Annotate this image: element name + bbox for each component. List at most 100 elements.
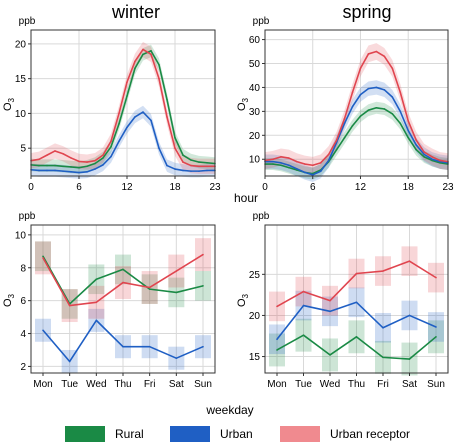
winter-diurnal-rural-point: [206, 161, 208, 164]
winter-weekly-ytick-label: 6: [20, 296, 26, 307]
spring-diurnal-ytick-label: 20: [249, 131, 261, 142]
winter-diurnal-rural-point: [174, 136, 176, 139]
winter-diurnal-urban_receptor-point: [174, 147, 176, 149]
spring-diurnal-xtick-label: 23: [442, 182, 454, 193]
winter-weekly-urban-point: [122, 345, 124, 348]
spring-weekly-urban-point: [435, 326, 437, 328]
winter-diurnal-urban_receptor-point: [38, 158, 40, 161]
winter-weekly-urban_receptor-point: [68, 304, 71, 307]
spring-diurnal-urban-point: [351, 105, 354, 108]
winter-diurnal-urban-point: [94, 168, 96, 170]
winter-diurnal-urban-point: [142, 111, 144, 113]
winter-diurnal-urban-point: [182, 169, 184, 172]
spring-diurnal-rural-point: [343, 136, 346, 139]
spring-diurnal-urban-point: [280, 162, 282, 164]
winter-diurnal-rural-point: [70, 166, 72, 168]
spring-diurnal-urban_receptor-point: [303, 163, 306, 165]
winter-weekly-ytick-label: 4: [20, 329, 26, 340]
spring-diurnal-rural-line: [265, 106, 449, 175]
winter-weekly-unit-label: ppb: [19, 211, 36, 222]
spring-diurnal-xtick-label: 12: [355, 182, 367, 193]
spring-diurnal-rural-point: [351, 124, 354, 127]
winter-diurnal-rural-point: [86, 165, 88, 168]
winter-diurnal-urban-point: [206, 169, 208, 172]
spring-weekly-rural-point: [408, 358, 411, 360]
winter-weekly-xtick-label: Sat: [169, 379, 184, 390]
winter-diurnal-rural-point: [142, 53, 144, 56]
spring-diurnal-urban-point: [399, 110, 402, 113]
winter-weekly-rural-point: [202, 285, 204, 287]
spring-diurnal-urban_receptor-point: [407, 120, 410, 122]
spring-diurnal-xtick-label: 18: [403, 182, 415, 193]
spring-diurnal-urban-point: [343, 122, 346, 125]
spring-diurnal-rural-point: [375, 106, 378, 109]
winter-diurnal-rural-point: [78, 166, 80, 169]
winter-diurnal-urban_receptor-point: [94, 159, 96, 162]
legend-label-urban: Urban: [220, 427, 253, 441]
spring-weekly-urban-point: [329, 310, 331, 313]
winter-diurnal-urban-point: [126, 126, 128, 129]
spring-diurnal-rural-point: [407, 136, 410, 139]
spring-diurnal-urban-point: [431, 158, 433, 161]
spring-diurnal-urban-point: [296, 168, 298, 170]
spring-weekly-xtick-label: Wed: [320, 379, 340, 390]
winter-diurnal-rural-point: [38, 164, 40, 167]
spring-diurnal-rural-point: [383, 108, 386, 110]
winter-weekly-xtick-label: Fri: [144, 379, 156, 390]
spring-diurnal-urban_receptor-band: [265, 43, 448, 174]
winter-diurnal-urban_receptor-point: [62, 152, 64, 155]
spring-diurnal-urban_receptor-point: [359, 67, 362, 70]
winter-weekly-rural-point: [148, 288, 151, 290]
spring-weekly-ytick-label: 15: [249, 352, 261, 363]
winter-diurnal-xtick-label: 18: [169, 182, 181, 193]
hour-axis-label: hour: [234, 191, 258, 205]
winter-diurnal-unit-label: ppb: [19, 16, 36, 27]
spring-diurnal-urban-point: [391, 96, 394, 98]
winter-weekly-urban-point: [95, 319, 98, 322]
spring-weekly-xtick-label: Sun: [427, 379, 445, 390]
winter-diurnal-ylabel: O3: [2, 97, 16, 111]
spring-weekly-urban-point: [302, 304, 305, 307]
spring-diurnal-ytick-label: 60: [249, 35, 261, 46]
spring-diurnal-ytick-label: 30: [249, 107, 261, 118]
spring-diurnal-urban-point: [383, 89, 386, 91]
winter-diurnal-rural-point: [54, 164, 56, 167]
winter-diurnal-urban_receptor-point: [54, 150, 56, 152]
winter-diurnal-xtick-label: 12: [121, 182, 133, 193]
spring-diurnal-urban_receptor-point: [439, 159, 441, 162]
winter-weekly-ytick-label: 10: [15, 230, 27, 241]
spring-diurnal-rural-point: [272, 163, 274, 165]
spring-weekly-ytick-label: 20: [249, 311, 261, 322]
spring-diurnal-ytick-label: 10: [249, 155, 261, 166]
winter-diurnal-urban-point: [62, 170, 64, 172]
winter-weekly-urban_receptor-point: [148, 286, 151, 289]
winter-diurnal-urban-point: [166, 164, 168, 167]
spring-diurnal-rural-band: [265, 101, 448, 180]
spring-diurnal-urban-point: [327, 159, 330, 162]
spring-diurnal-xtick-label: 6: [310, 182, 316, 193]
legend-item-urban-receptor: Urban receptor: [280, 426, 410, 442]
spring-diurnal-urban-point: [319, 170, 322, 173]
winter-diurnal-rural-point: [126, 95, 128, 97]
spring-diurnal-urban_receptor-point: [280, 156, 282, 158]
winter-diurnal-urban-point: [78, 171, 80, 174]
spring-weekly-rural-point: [435, 336, 437, 338]
winter-diurnal-rural-point: [150, 50, 152, 52]
spring-diurnal-ytick-label: 50: [249, 59, 261, 70]
spring-diurnal-rural-point: [423, 156, 425, 158]
spring-diurnal-urban_receptor-point: [351, 91, 354, 94]
spring-diurnal-frame: [264, 29, 449, 177]
winter-diurnal-urban-line: [30, 111, 215, 174]
winter-diurnal-urban_receptor-point: [46, 154, 48, 156]
spring-diurnal-rural-point: [391, 112, 394, 115]
winter-diurnal-urban_receptor-point: [166, 116, 168, 118]
spring-weekly-rural-point: [302, 334, 305, 336]
spring-diurnal-ylabel: O3: [236, 97, 250, 111]
winter-diurnal-urban-point: [86, 171, 88, 173]
winter-diurnal-urban_receptor-point: [142, 48, 144, 51]
winter-weekly-rural-point: [95, 278, 98, 281]
spring-diurnal-urban_receptor-point: [343, 117, 346, 120]
spring-diurnal-urban_receptor-point: [423, 151, 425, 153]
legend-label-urban-receptor: Urban receptor: [330, 427, 411, 441]
